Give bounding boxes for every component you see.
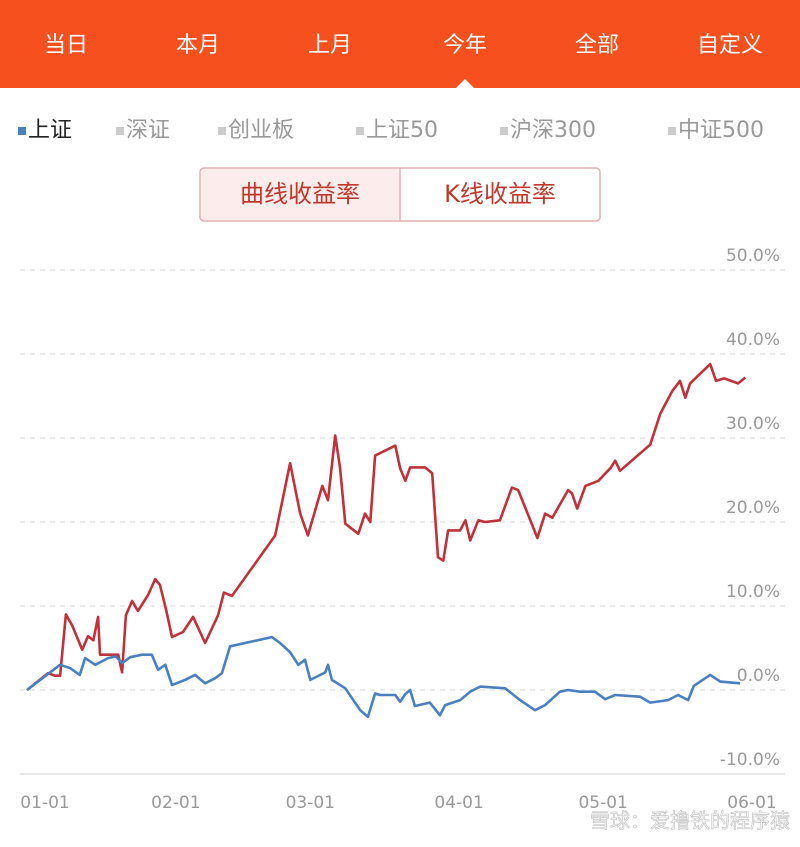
tab[interactable]: 上月 <box>308 33 352 58</box>
legend-swatch[interactable] <box>18 127 26 135</box>
legend-swatch[interactable] <box>356 127 364 135</box>
x-tick-label: 06-01 <box>727 793 776 813</box>
legend-label[interactable]: 上证50 <box>366 118 438 143</box>
x-tick-label: 04-01 <box>434 793 483 813</box>
series-line <box>26 362 747 692</box>
y-tick-label: -10.0% <box>720 750 780 770</box>
legend-label[interactable]: 中证500 <box>678 118 764 143</box>
tab[interactable]: 自定义 <box>697 33 763 58</box>
series-line <box>26 635 741 719</box>
y-tick-label: 20.0% <box>726 498 780 518</box>
x-tick-label: 01-01 <box>20 793 69 813</box>
tab[interactable]: 本月 <box>176 33 220 58</box>
x-tick-label: 03-01 <box>286 793 335 813</box>
toggle-option[interactable]: K线收益率 <box>444 180 556 208</box>
toggle-option[interactable]: 曲线收益率 <box>240 180 360 208</box>
tab[interactable]: 当日 <box>44 33 88 58</box>
y-tick-label: 50.0% <box>726 246 780 266</box>
top-bar <box>0 0 800 88</box>
tab[interactable]: 今年 <box>443 33 487 58</box>
legend-swatch[interactable] <box>116 127 124 135</box>
watermark: 雪球：爱撸铁的程序猿 <box>590 809 790 833</box>
tab[interactable]: 全部 <box>575 33 619 58</box>
legend-label[interactable]: 创业板 <box>228 118 294 143</box>
x-tick-label: 05-01 <box>578 793 627 813</box>
toggle-selected[interactable] <box>201 169 399 220</box>
legend-swatch[interactable] <box>500 127 508 135</box>
legend-swatch[interactable] <box>218 127 226 135</box>
y-tick-label: 0.0% <box>737 666 780 686</box>
tab-pointer <box>456 79 474 88</box>
legend-label[interactable]: 沪深300 <box>510 118 596 143</box>
y-tick-label: 10.0% <box>726 582 780 602</box>
y-tick-label: 30.0% <box>726 414 780 434</box>
legend-label[interactable]: 深证 <box>126 118 170 143</box>
x-tick-label: 02-01 <box>151 793 200 813</box>
legend-label[interactable]: 上证 <box>28 118 72 143</box>
y-tick-label: 40.0% <box>726 330 780 350</box>
legend-swatch[interactable] <box>668 127 676 135</box>
